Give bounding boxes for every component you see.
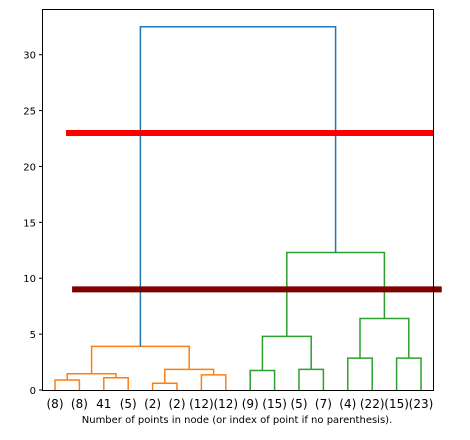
leaf-label: (9) (242, 397, 259, 411)
y-tick-label: 0 (30, 386, 36, 397)
y-axis: 0 5 10 15 20 25 30 (23, 51, 43, 397)
plot-frame (42, 9, 434, 391)
dendrogram-link (395, 357, 422, 390)
y-tick-label: 25 (23, 107, 36, 118)
dendrogram-link (261, 335, 312, 371)
leaf-label: (12) (189, 397, 214, 411)
dendrogram-link (298, 368, 325, 390)
leaf-label: (8) (47, 397, 64, 411)
y-tick-label: 10 (23, 274, 36, 285)
leaf-label: (23) (409, 397, 434, 411)
leaf-label: (8) (71, 397, 88, 411)
dendrogram-link (286, 251, 386, 337)
dendrogram-link (164, 368, 215, 384)
dendrogram-link (103, 376, 129, 390)
leaf-label: (2) (169, 397, 186, 411)
x-axis-label: Number of points in node (or index of po… (82, 415, 393, 426)
dendrogram-link (359, 317, 410, 359)
links-layer (54, 26, 422, 390)
dendrogram-link (139, 26, 337, 347)
leaf-label: (15) (384, 397, 409, 411)
dendrogram-link (249, 369, 276, 390)
y-tick-label: 5 (30, 330, 36, 341)
dendrogram-link (90, 345, 190, 374)
threshold-layer (65, 129, 442, 293)
leaf-label: (12) (213, 397, 238, 411)
leaf-label: (4) (339, 397, 356, 411)
leaf-label: (15) (262, 397, 287, 411)
dendrogram-link (347, 357, 373, 390)
dendrogram-link (54, 379, 81, 390)
x-axis: (8) (8) 41 (5) (2) (2) (12) (12) (9) (15) (5) (7) (4… (47, 397, 434, 411)
leaf-label: (5) (291, 397, 308, 411)
leaf-label: (22) (360, 397, 385, 411)
leaf-label: (5) (120, 397, 137, 411)
dendrogram-link (151, 382, 178, 390)
y-tick-label: 30 (23, 51, 36, 62)
y-tick-label: 15 (23, 218, 36, 229)
leaf-label: (7) (315, 397, 332, 411)
leaf-label: (2) (144, 397, 161, 411)
leaf-label: 41 (96, 397, 111, 411)
dendrogram-link (66, 373, 117, 380)
dendrogram-link (200, 374, 227, 390)
y-tick-label: 20 (23, 162, 36, 173)
